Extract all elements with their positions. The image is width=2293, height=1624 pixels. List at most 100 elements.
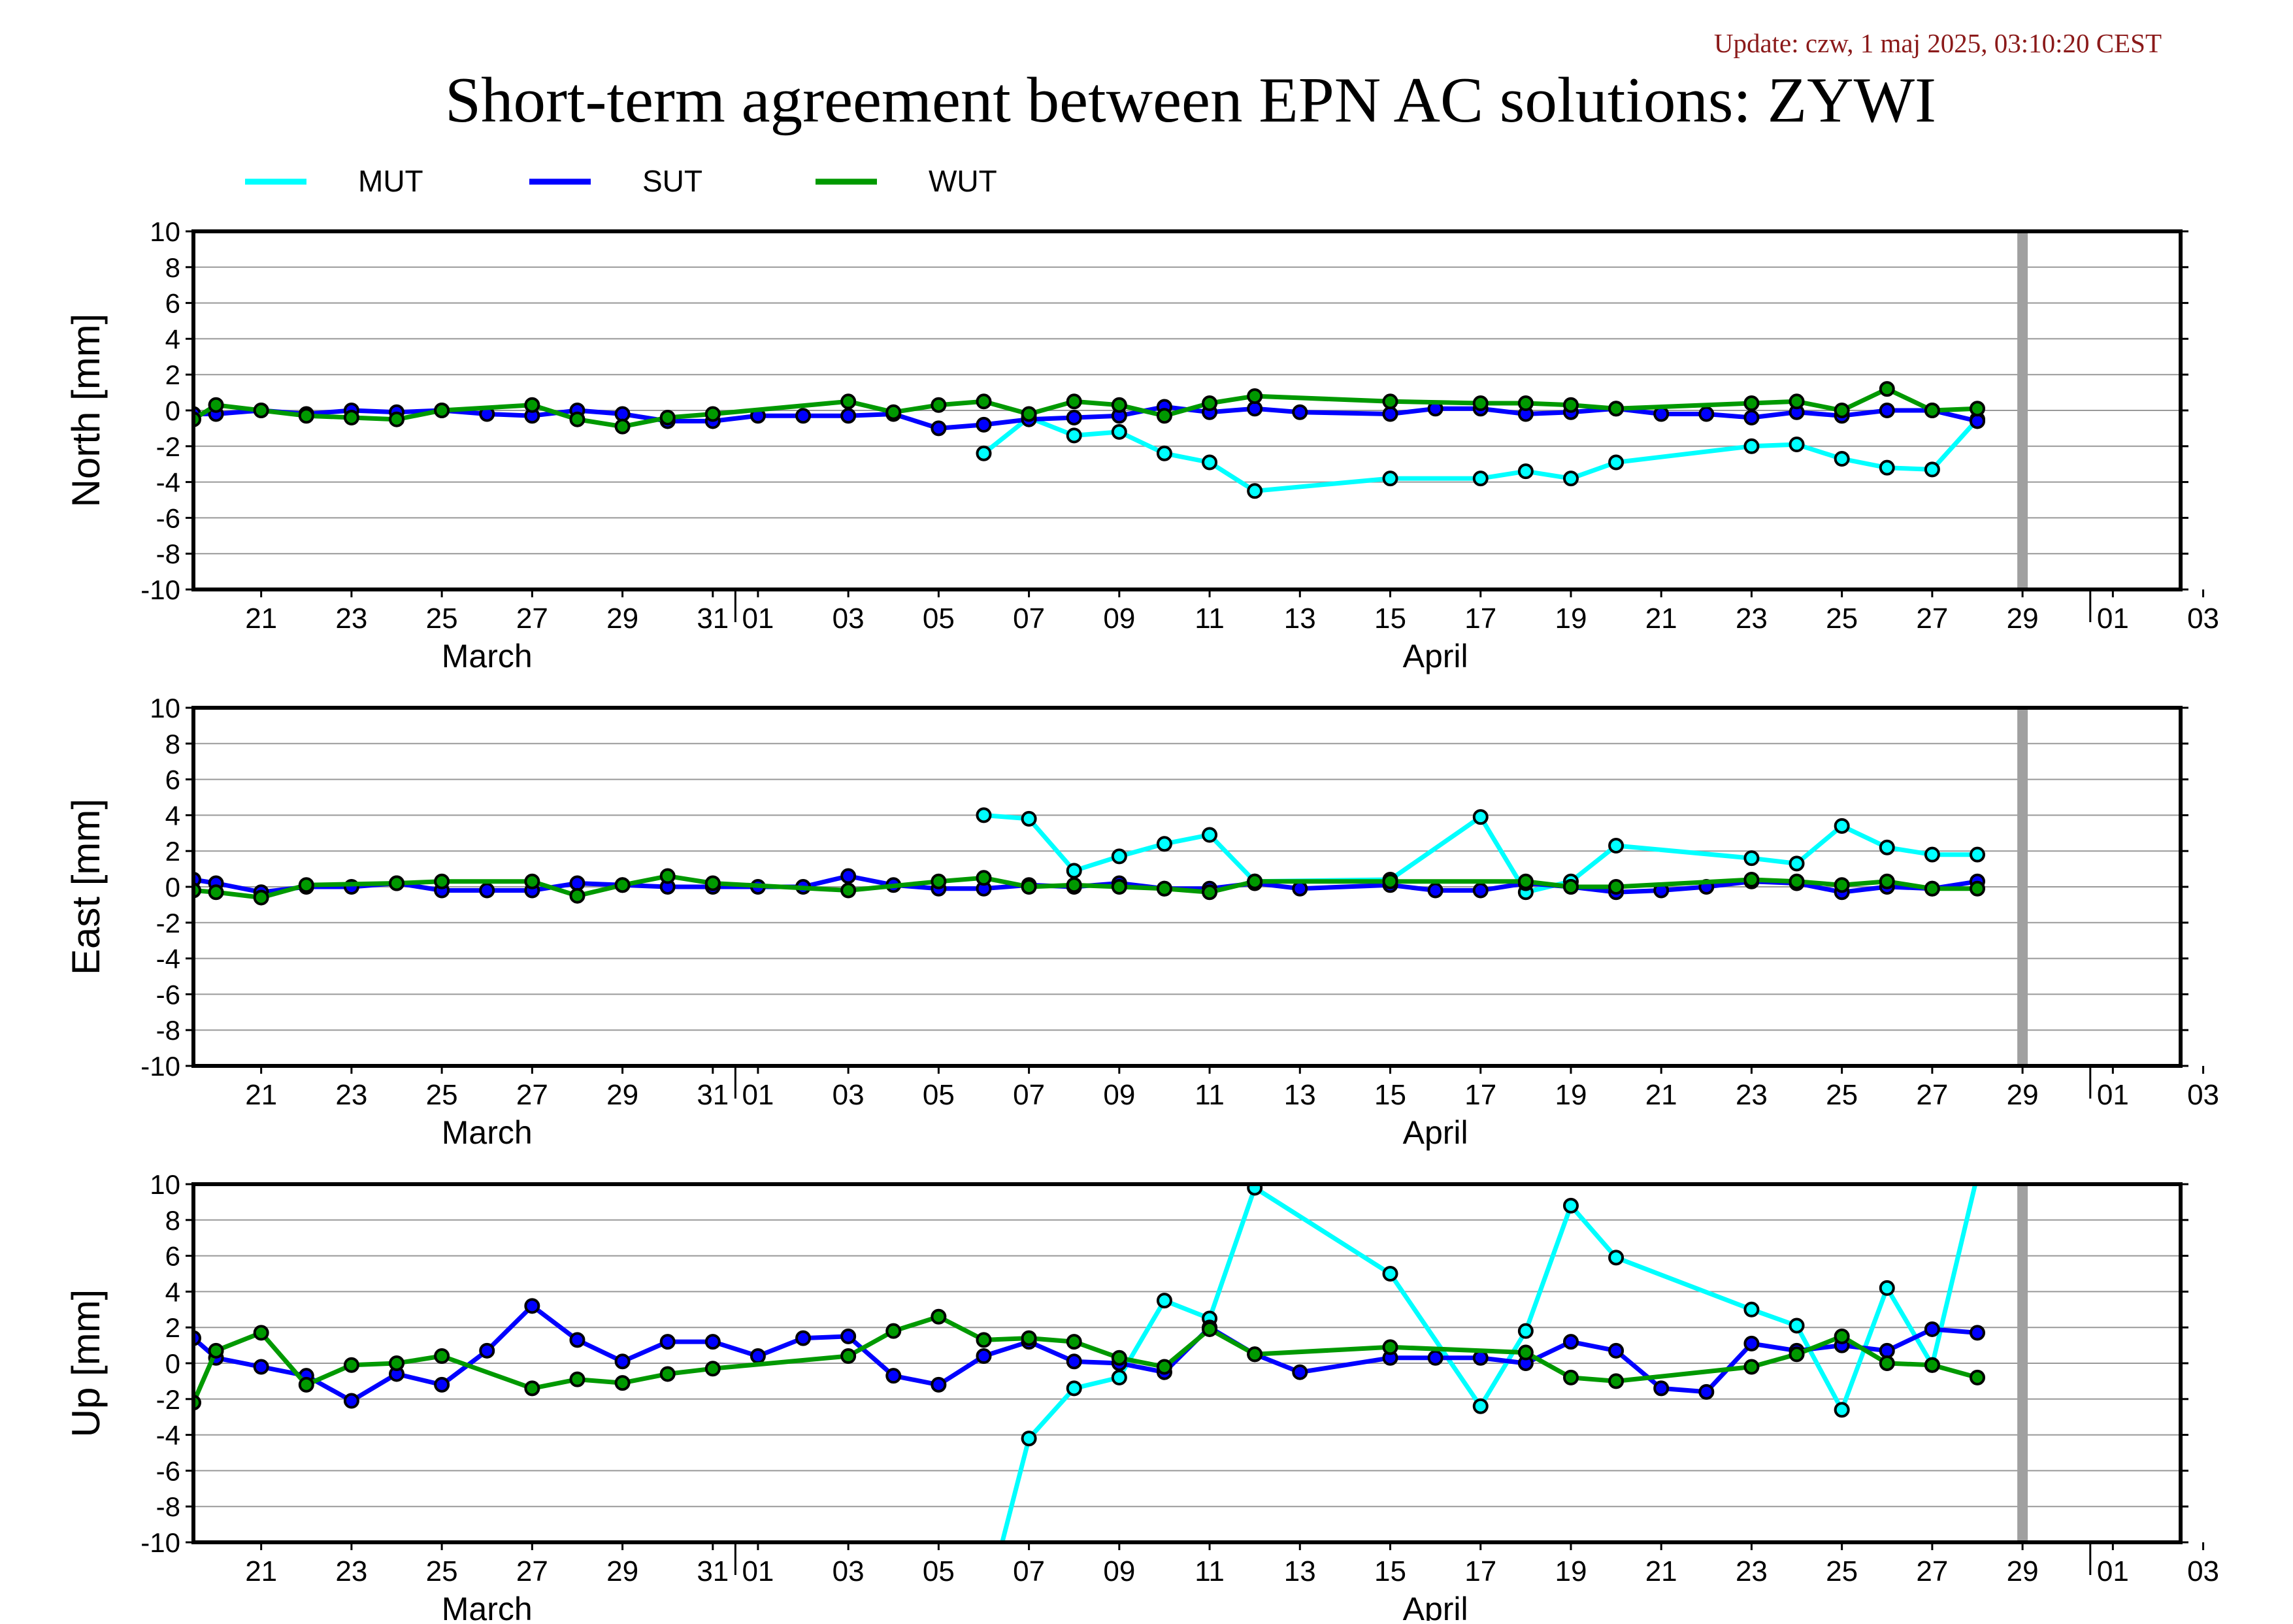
data-point-mut: [1517, 1323, 1534, 1339]
data-point-mut: [1066, 863, 1082, 879]
chart-panels: 10 8 6 4 2 0 -2 -4 -6 -8 -10 North [mm] 21 23 25 27 29 31…: [64, 216, 2219, 1624]
panel-frame: [191, 229, 2183, 591]
x-tick-label: 27: [516, 603, 548, 635]
x-tick-label: 27: [516, 1079, 548, 1111]
data-point-mut: [1156, 1293, 1172, 1309]
data-point-wut: [1111, 1350, 1127, 1366]
data-point-sut: [1924, 1321, 1940, 1337]
data-point-mut: [1924, 461, 1940, 478]
data-point-wut: [840, 393, 857, 410]
legend-entry-sut: SUT: [529, 164, 702, 198]
y-tick-label: 8: [165, 729, 180, 759]
x-tick-label: 09: [1103, 1555, 1135, 1587]
data-point-wut: [1021, 879, 1037, 895]
x-tick-label: 19: [1555, 1555, 1587, 1587]
data-point-wut: [1743, 395, 1760, 412]
data-point-wut: [1969, 1369, 1985, 1385]
data-point-mut: [1247, 1184, 1263, 1196]
chart-title: Short-term agreement between EPN AC solu…: [445, 65, 1936, 136]
data-point-wut: [1924, 1357, 1940, 1373]
data-point-wut: [1156, 1359, 1172, 1375]
data-point-wut: [1969, 401, 1985, 417]
data-point-mut: [1472, 471, 1489, 487]
x-tick-label: 23: [1736, 1555, 1768, 1587]
data-point-mut: [1608, 1250, 1625, 1266]
update-timestamp: Update: czw, 1 maj 2025, 03:10:20 CEST: [1714, 28, 2162, 58]
x-tick-label: 23: [335, 1555, 367, 1587]
data-point-wut: [569, 411, 586, 427]
data-point-sut: [931, 420, 947, 437]
x-tick-label: 01: [2097, 1079, 2129, 1111]
data-point-sut: [885, 1368, 902, 1384]
data-point-sut: [1292, 1364, 1308, 1380]
legend-entry-wut: WUT: [816, 164, 997, 198]
data-point-wut: [343, 1357, 359, 1373]
x-tick-label: 31: [697, 603, 729, 635]
data-point-mut: [1066, 1380, 1082, 1397]
data-point-wut: [569, 1371, 586, 1387]
x-tick-label: 21: [245, 603, 277, 635]
x-tick-label: 29: [2007, 603, 2039, 635]
x-tick-label: 21: [245, 1555, 277, 1587]
y-tick-label: -6: [156, 503, 180, 533]
data-point-sut: [1608, 1342, 1625, 1359]
data-point-mut: [1247, 483, 1263, 499]
data-point-wut: [253, 403, 269, 418]
y-tick-label: 4: [165, 323, 180, 354]
data-point-wut: [614, 1375, 631, 1391]
data-point-wut: [524, 1380, 540, 1397]
data-point-wut: [434, 1348, 450, 1365]
x-tick-label: 29: [2007, 1555, 2039, 1587]
data-point-sut: [704, 1334, 721, 1350]
data-point-wut: [1156, 408, 1172, 424]
plot-area-north: [193, 381, 1985, 499]
legend-label-wut: WUT: [929, 164, 997, 198]
x-tick-label: 21: [245, 1079, 277, 1111]
y-tick-label: -8: [156, 539, 180, 569]
data-point-sut: [1698, 406, 1715, 422]
x-tick-label: 03: [833, 1555, 865, 1587]
data-point-sut: [1292, 404, 1308, 420]
data-point-wut: [524, 397, 540, 413]
data-point-wut: [298, 877, 314, 893]
x-tick-label: 25: [1826, 1555, 1858, 1587]
panel-up: 10 8 6 4 2 0 -2 -4 -6 -8 -10 Up [mm] 21 23 25 27 29 31 01 0…: [64, 1169, 2219, 1624]
data-point-wut: [1789, 1346, 1805, 1363]
data-point-wut: [1021, 1330, 1037, 1346]
x-tick-label: 29: [2007, 1079, 2039, 1111]
data-point-sut: [253, 1359, 269, 1375]
data-point-wut: [885, 1323, 902, 1339]
y-tick-label: 4: [165, 1276, 180, 1307]
x-tick-label: 29: [606, 1555, 638, 1587]
data-point-wut: [1562, 1369, 1579, 1385]
data-point-sut: [479, 882, 495, 899]
legend-label-sut: SUT: [642, 164, 702, 198]
data-point-mut: [1969, 846, 1985, 863]
data-point-mut: [1608, 837, 1625, 853]
current-date-marker: [2017, 708, 2028, 1066]
y-tick-label: -10: [140, 1051, 180, 1082]
data-point-mut: [1111, 1369, 1127, 1385]
data-point-sut: [1698, 1384, 1715, 1400]
data-point-mut: [1789, 437, 1805, 453]
y-tick-label: -10: [140, 1527, 180, 1558]
data-point-sut: [931, 1376, 947, 1393]
data-point-wut: [659, 409, 676, 425]
x-tick-label: 29: [606, 1079, 638, 1111]
panel-east: 10 8 6 4 2 0 -2 -4 -6 -8 -10 East [mm] 21 23 25 27 29 31 0…: [64, 693, 2219, 1151]
data-point-wut: [1066, 393, 1082, 410]
data-point-wut: [253, 889, 269, 906]
data-point-wut: [208, 397, 224, 413]
data-point-mut: [1789, 855, 1805, 872]
data-point-sut: [840, 1328, 857, 1344]
data-point-sut: [1879, 403, 1895, 418]
data-point-wut: [1924, 403, 1940, 418]
y-tick-label: 6: [165, 288, 180, 319]
data-point-wut: [1066, 877, 1082, 893]
data-point-sut: [1382, 406, 1398, 422]
data-point-mut: [1743, 438, 1760, 454]
month-label-april: April: [1403, 638, 1468, 674]
data-point-wut: [614, 877, 631, 893]
data-point-mut: [1562, 1197, 1579, 1214]
